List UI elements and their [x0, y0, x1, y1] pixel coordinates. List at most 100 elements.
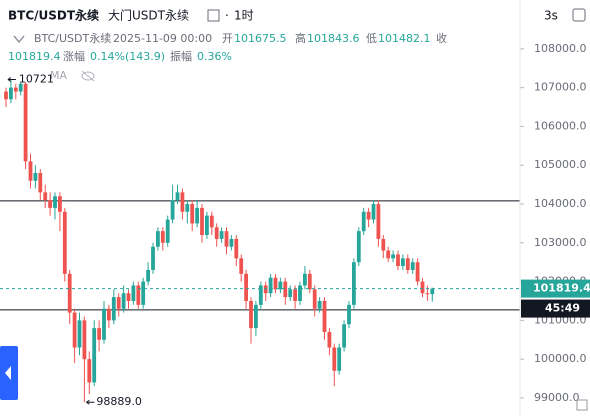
candle-body	[405, 258, 410, 270]
min-arrow	[86, 399, 95, 405]
y-tick-label: 107000.0	[534, 81, 587, 94]
candle-body	[420, 281, 425, 294]
plot-area: 108000.0 107000.0 106000.0 105000.0 104000.0…	[0, 42, 587, 404]
price-label-box	[521, 279, 590, 298]
candle-body	[415, 262, 420, 282]
y-tick-label: 104000.0	[534, 197, 587, 210]
index-name: 大门USDT永续	[108, 8, 189, 23]
candle-body	[151, 246, 155, 270]
candle-body	[195, 207, 199, 224]
candle-body	[205, 215, 209, 236]
candle-body	[28, 161, 33, 181]
candle-body	[239, 258, 244, 274]
visibility-icon[interactable]	[81, 71, 95, 81]
low-value: 101482.1	[378, 32, 431, 45]
refresh-rate[interactable]: 3s	[544, 9, 558, 23]
candle-body	[116, 297, 121, 309]
candle-body	[254, 304, 258, 329]
settings-icon[interactable]	[576, 399, 588, 411]
candle-body	[391, 254, 395, 259]
candle-body	[224, 231, 229, 247]
candle-body	[410, 262, 415, 270]
candle-body	[131, 285, 136, 301]
candle-body	[352, 262, 356, 305]
candle-body	[180, 192, 185, 212]
candle-body	[141, 281, 146, 305]
candle-body	[263, 285, 268, 294]
interval[interactable]: 1时	[234, 9, 254, 23]
candle-body	[170, 200, 175, 220]
candle-body	[401, 258, 405, 267]
open-label: 开	[222, 32, 233, 45]
candle-body	[175, 192, 180, 201]
high-value: 101843.6	[307, 32, 360, 45]
candle-body	[97, 328, 101, 340]
candle-body	[185, 204, 190, 212]
candle-body	[43, 192, 48, 201]
candle-body	[190, 204, 195, 224]
candle-body	[356, 231, 361, 263]
candle-body	[121, 293, 126, 309]
candle-body	[53, 196, 57, 208]
candle-body	[219, 231, 224, 239]
candle-body	[62, 211, 67, 274]
candle-body	[67, 273, 72, 313]
candle-body	[33, 172, 38, 181]
candle-body	[77, 320, 82, 348]
candle-body	[332, 347, 337, 371]
visibility-slash	[81, 70, 95, 82]
candle-body	[371, 204, 376, 220]
candle-body	[111, 297, 116, 321]
candle-body	[92, 328, 97, 383]
indicator-name[interactable]: MA	[50, 69, 67, 82]
y-tick-label: 106000.0	[534, 119, 587, 132]
candle-body	[283, 281, 288, 298]
candle-body	[430, 288, 435, 295]
candle-body	[136, 285, 141, 305]
candle-body	[234, 238, 239, 259]
candle-body	[303, 273, 307, 286]
candle-body	[381, 238, 386, 251]
layout-icon[interactable]	[572, 8, 586, 22]
close-value: 101819.4	[8, 50, 61, 63]
max-marker: 10721	[19, 73, 54, 86]
candle-body	[4, 91, 8, 100]
candle-body	[347, 304, 351, 325]
candle-body	[386, 250, 391, 259]
y-tick-label: 100000.0	[534, 352, 587, 365]
legend-date: 2025-11-09 00:00	[113, 32, 212, 45]
min-marker: 98889.0	[96, 395, 141, 408]
candle-body	[268, 277, 273, 294]
change-label: 涨幅	[63, 50, 85, 63]
candle-body	[18, 83, 23, 92]
candle-body	[82, 320, 87, 360]
amplitude-label: 振幅	[170, 49, 192, 63]
candle-body	[249, 300, 253, 329]
y-tick-label: 105000.0	[534, 158, 587, 171]
tab-arrow	[5, 366, 11, 380]
candle-body	[425, 293, 430, 295]
symbol[interactable]: BTC/USDT永续	[8, 8, 99, 23]
candle-body	[293, 289, 297, 301]
candle-body	[209, 215, 214, 228]
edit-icon[interactable]	[207, 9, 220, 22]
open-value: 101675.5	[234, 32, 287, 45]
change-value: 0.14%(143.9)	[90, 50, 165, 63]
candle-body	[102, 308, 106, 340]
candle-body	[244, 273, 248, 301]
candle-body	[87, 359, 92, 383]
candle-body	[165, 219, 170, 243]
price-label: 101819.4	[533, 282, 590, 295]
countdown: 45:49	[545, 302, 580, 315]
candle-body	[361, 211, 366, 232]
candle-body	[396, 254, 400, 267]
collapse-icon[interactable]	[13, 35, 25, 44]
candle-body	[200, 207, 204, 236]
candle-body	[107, 308, 111, 321]
candle-body	[146, 269, 150, 282]
candle-body	[273, 277, 278, 290]
candle-body	[322, 300, 327, 332]
candle-body	[337, 347, 342, 371]
